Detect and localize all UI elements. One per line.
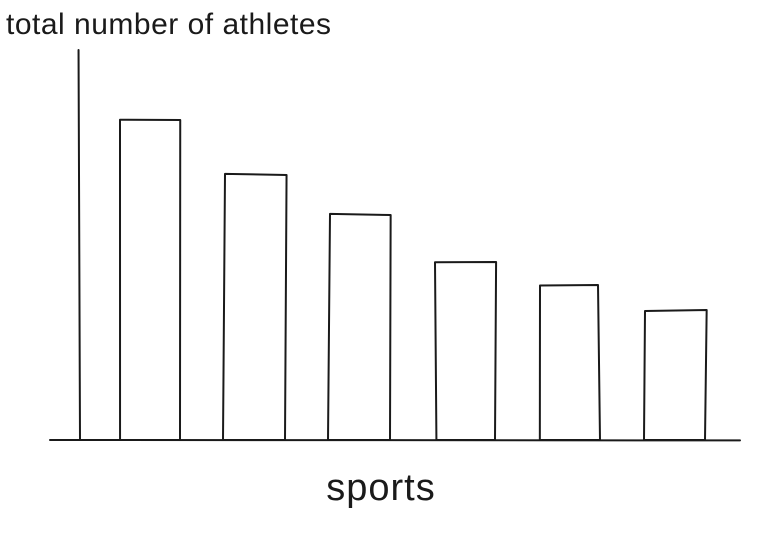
bar-2 [328,214,391,440]
bar-3 [435,262,496,440]
bar-5 [644,310,707,440]
y-axis-label: total number of athletes [6,8,332,41]
bars-group [120,120,707,440]
bar-chart: total number of athletes sports [0,0,762,533]
bar-0 [120,120,180,440]
y-axis [79,50,80,440]
bar-1 [223,174,287,440]
bar-4 [540,285,600,440]
x-axis-label: sports [326,467,435,509]
